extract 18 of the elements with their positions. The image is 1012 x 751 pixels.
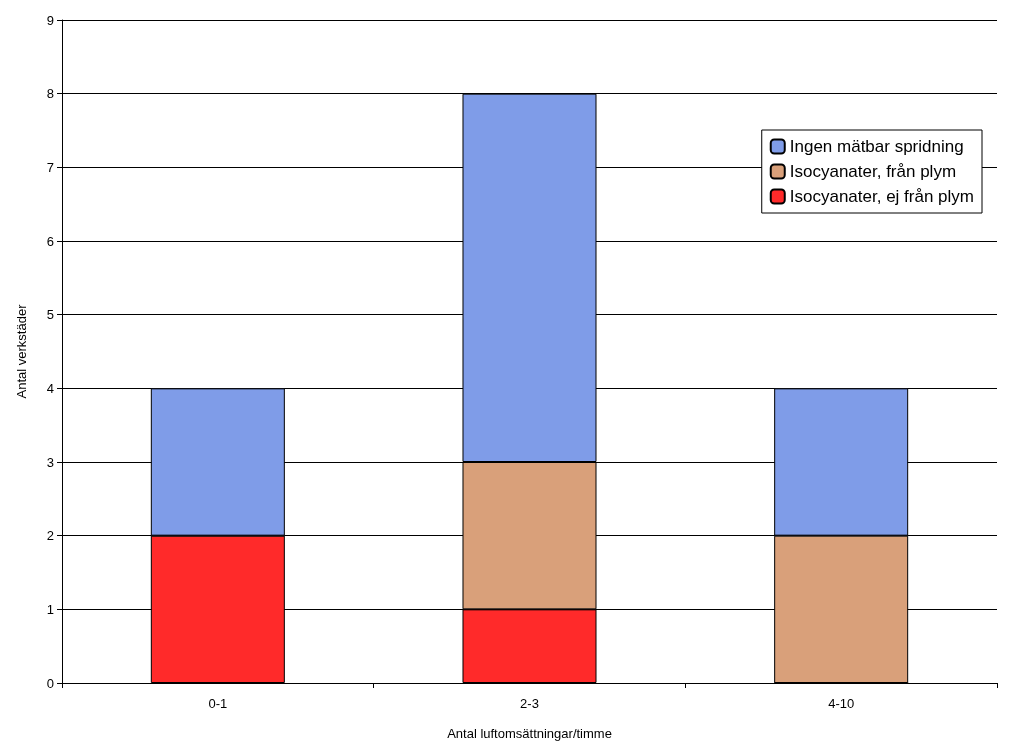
x-tick-label: 0-1 bbox=[208, 696, 228, 711]
y-tick-label: 1 bbox=[46, 601, 54, 617]
y-tick-label: 7 bbox=[46, 159, 54, 175]
y-tick-label: 9 bbox=[46, 12, 54, 28]
y-axis-title: Antal verkstäder bbox=[14, 303, 29, 399]
legend-label: Ingen mätbar spridning bbox=[789, 137, 964, 156]
legend-label: Isocyanater, ej från plym bbox=[789, 187, 975, 206]
y-tick-label: 6 bbox=[46, 233, 54, 249]
y-tick-label: 4 bbox=[46, 380, 54, 396]
x-tick-label: 4-10 bbox=[828, 696, 855, 711]
x-axis-title: Antal luftomsättningar/timme bbox=[447, 726, 612, 741]
y-tick-label: 3 bbox=[46, 454, 54, 470]
y-tick-label: 8 bbox=[46, 86, 54, 102]
y-tick-label: 5 bbox=[46, 307, 54, 323]
x-tick-label: 2-3 bbox=[520, 696, 539, 711]
legend-label: Isocyanater, från plym bbox=[789, 162, 957, 181]
y-tick-label: 2 bbox=[46, 528, 54, 544]
y-tick-label: 0 bbox=[46, 675, 54, 691]
